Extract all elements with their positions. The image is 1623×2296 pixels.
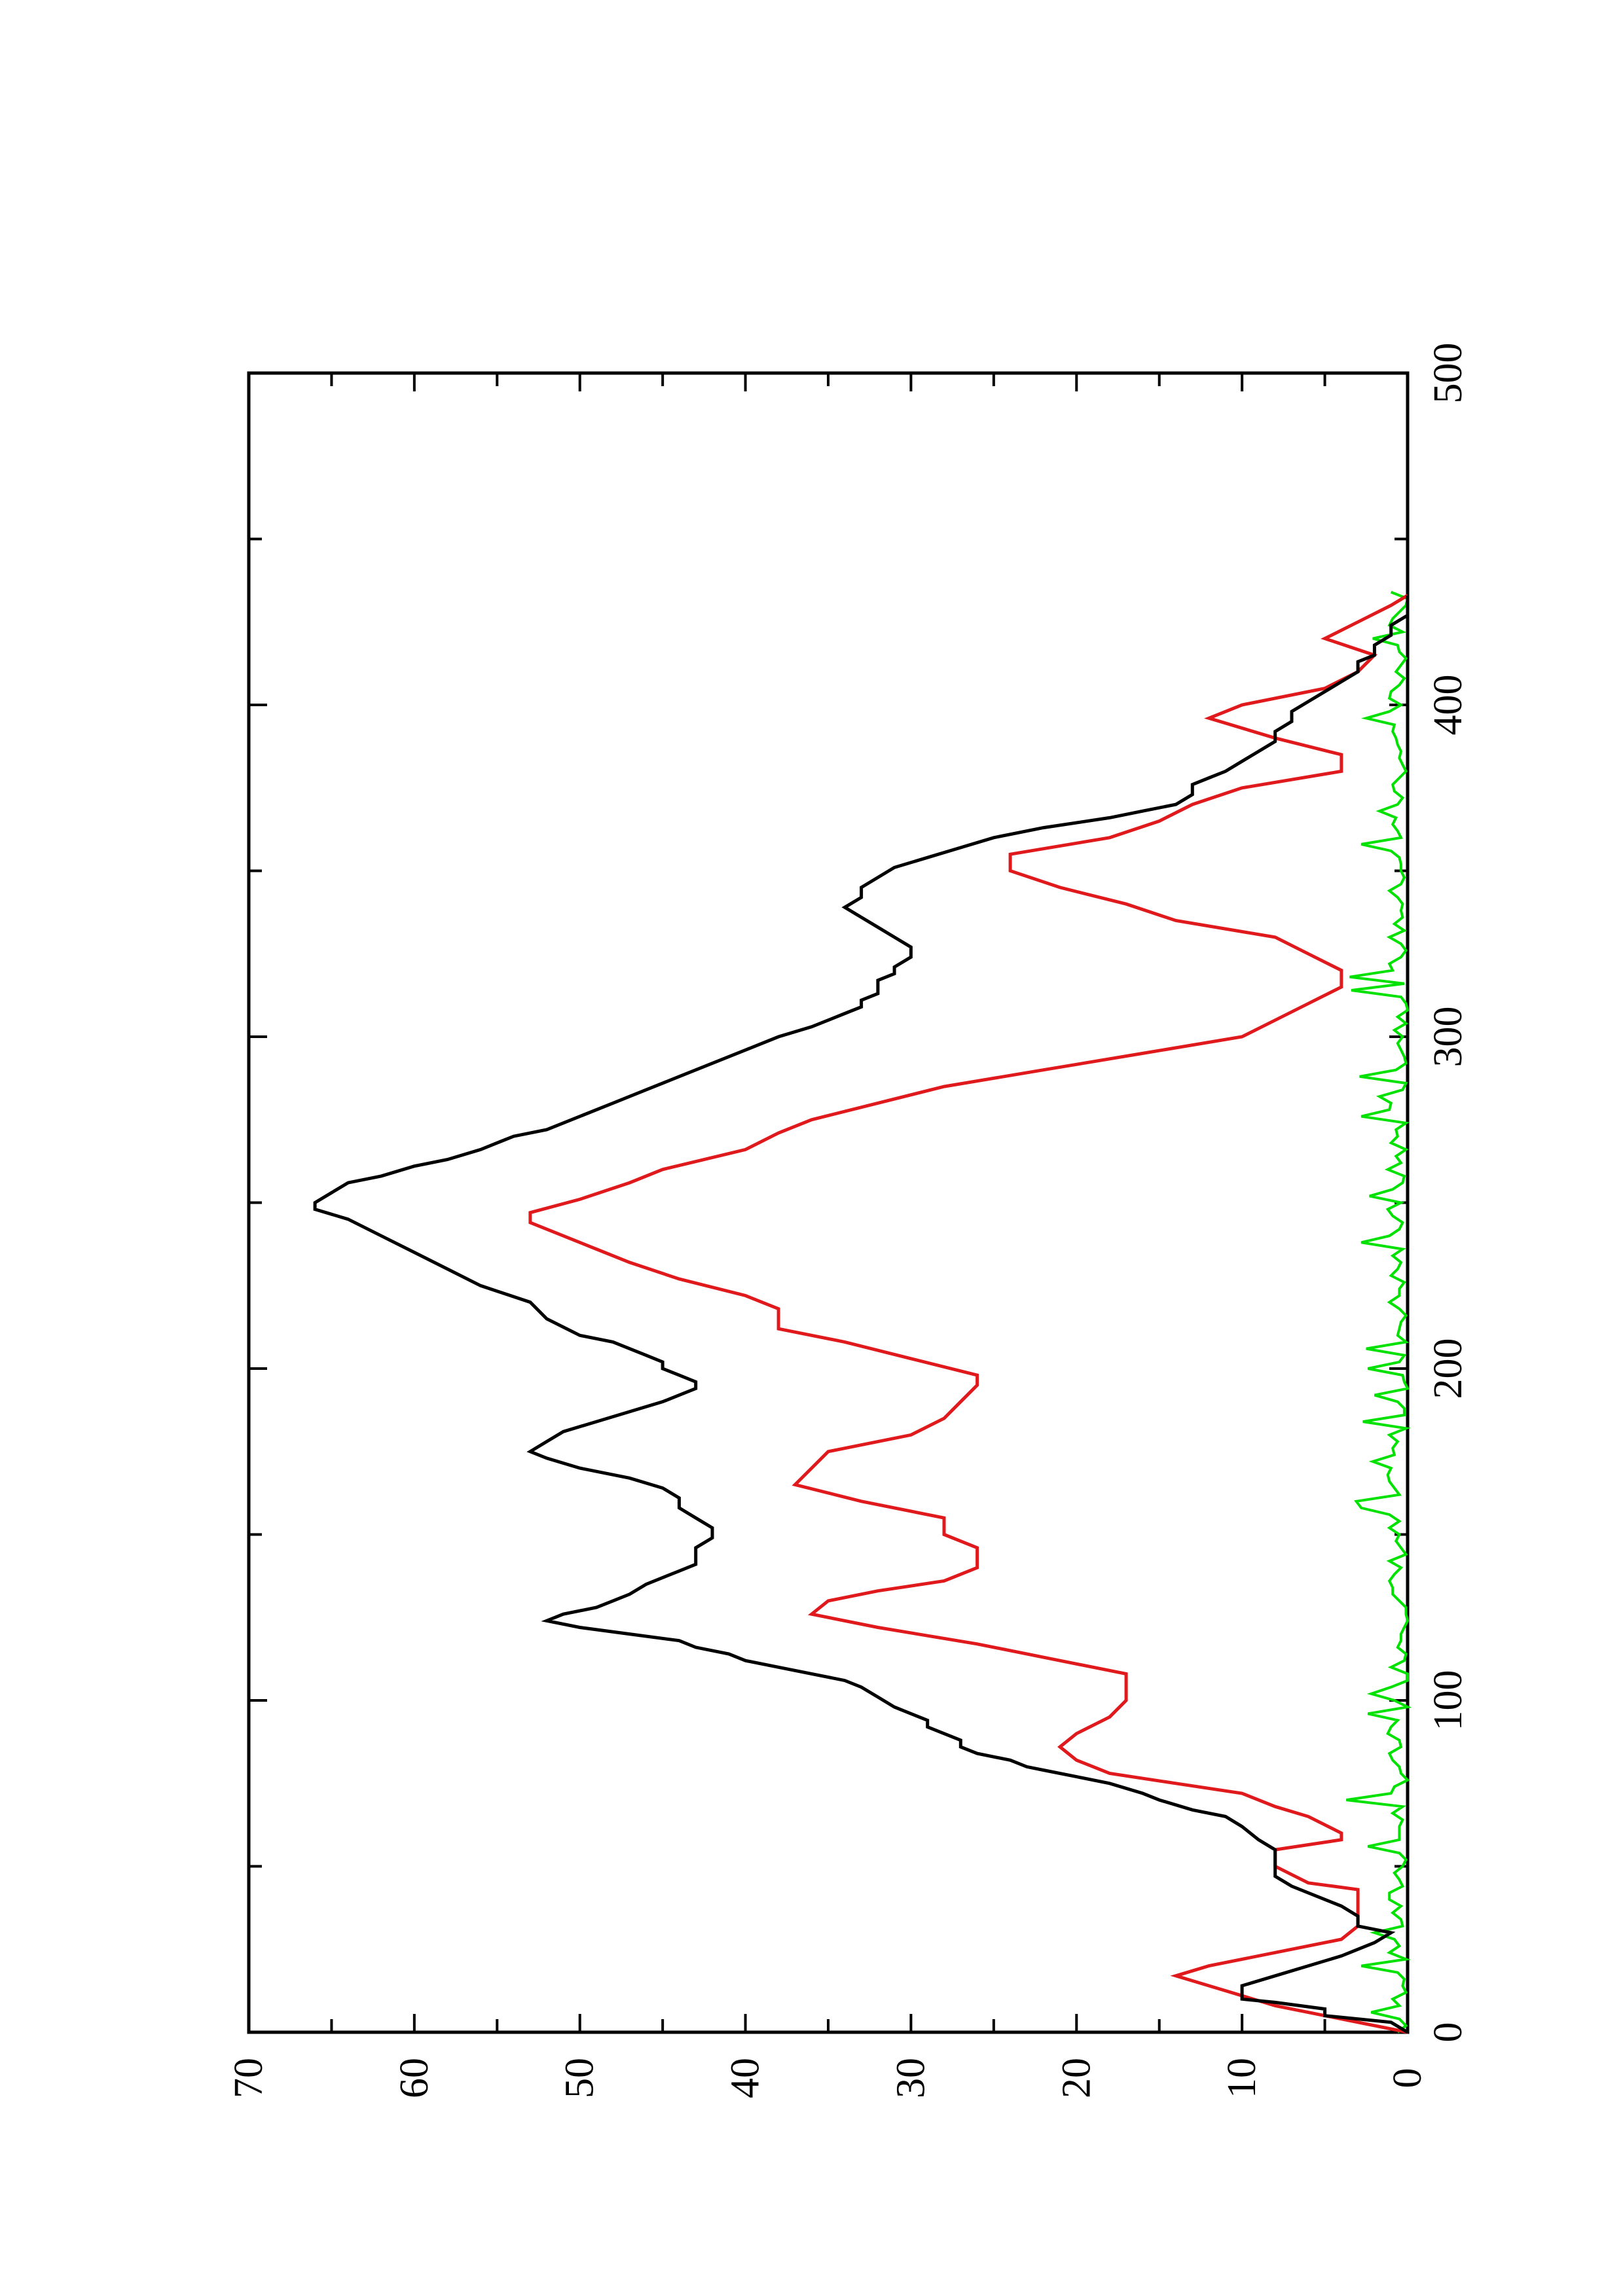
y-tick-label: 70 (227, 2058, 271, 2098)
y-tick-label: 60 (392, 2058, 437, 2098)
y-tick-label: 20 (1054, 2058, 1099, 2098)
x-tick-label: 300 (1426, 1007, 1470, 1067)
series-red-line (528, 594, 1409, 2034)
plot-frame (247, 371, 1410, 2034)
y-tick-label: 30 (888, 2058, 933, 2098)
y-tick-label: 40 (723, 2058, 768, 2098)
axis-ticks (247, 372, 1409, 2034)
x-tick-label: 400 (1426, 675, 1470, 736)
series-black-line (313, 595, 1410, 2034)
x-tick-label: 0 (1426, 2022, 1470, 2043)
axis-tick-labels: 0 100 200 300 400 500 0 10 20 30 40 50 60 70 (227, 343, 1470, 2099)
x-tick-label: 500 (1426, 343, 1470, 404)
y-tick-label: 50 (558, 2058, 602, 2098)
series-green-line (1346, 590, 1412, 2034)
x-tick-label: 200 (1426, 1338, 1470, 1399)
series-layer (313, 590, 1412, 2034)
x-tick-label: 100 (1426, 1670, 1470, 1731)
y-tick-label: 0 (1385, 2068, 1430, 2089)
y-tick-label: 10 (1220, 2058, 1264, 2098)
